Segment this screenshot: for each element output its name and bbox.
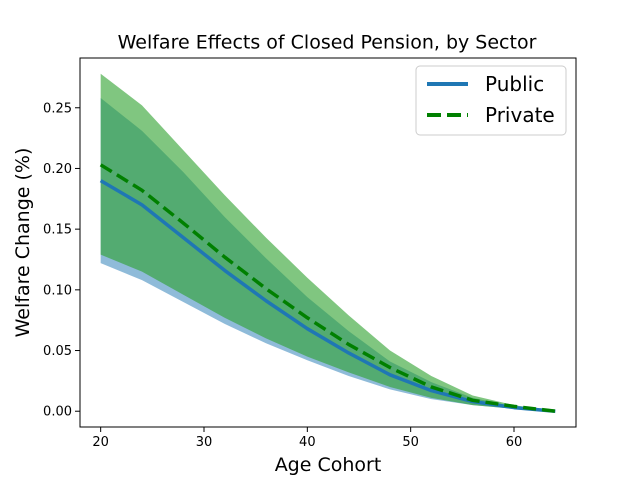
- y-tick-label: 0.25: [43, 101, 72, 116]
- x-axis-label: Age Cohort: [275, 454, 382, 476]
- y-tick-label: 0.10: [43, 283, 72, 298]
- y-tick-label: 0.00: [43, 405, 72, 420]
- y-tick-label: 0.20: [43, 162, 72, 177]
- x-tick-label: 40: [299, 435, 316, 450]
- y-tick-label: 0.15: [43, 223, 72, 238]
- series-lines: [99, 163, 556, 413]
- plot-frame: [79, 57, 577, 428]
- x-tick-label: 50: [402, 435, 419, 450]
- line-public: [99, 179, 556, 413]
- y-tick-label: 0.05: [43, 344, 72, 359]
- chart-title: Welfare Effects of Closed Pension, by Se…: [118, 32, 537, 54]
- x-tick-label: 20: [92, 435, 109, 450]
- y-axis-label: Welfare Change (%): [12, 148, 34, 338]
- x-axis-ticks: 20 30 40 50 60: [92, 427, 522, 450]
- x-tick-label: 60: [506, 435, 523, 450]
- y-axis-ticks: 0.00 0.05 0.10 0.15 0.20 0.25: [43, 101, 80, 420]
- legend-public-label: Public: [485, 72, 544, 96]
- x-tick-label: 30: [196, 435, 213, 450]
- legend: Public Private: [415, 65, 567, 136]
- legend-private-label: Private: [485, 103, 555, 127]
